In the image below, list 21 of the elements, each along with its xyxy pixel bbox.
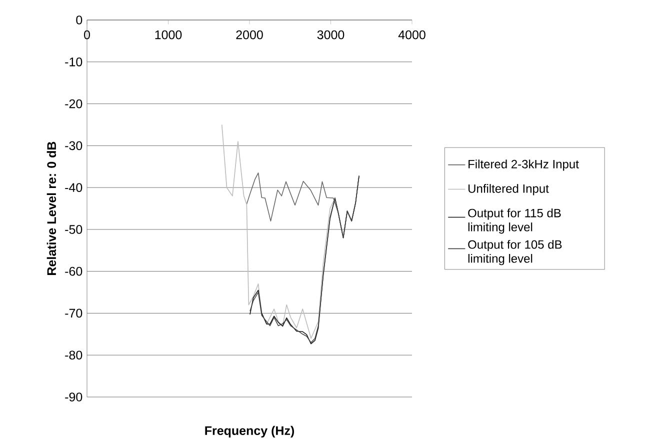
x-tick-label: 0 [84, 30, 90, 40]
x-tick-label: 4000 [398, 30, 426, 40]
y-tick-label: 0 [76, 16, 82, 24]
legend-label: Unfiltered Input [468, 184, 549, 196]
y-tick-label: -20 [65, 99, 82, 108]
legend-label: Filtered 2-3kHz Input [468, 160, 579, 171]
y-tick-label: -10 [65, 57, 82, 66]
x-tick-label: 2000 [236, 30, 263, 40]
y-tick-label: -30 [65, 141, 82, 150]
y-tick-label: -50 [65, 225, 82, 234]
y-tick-label: -80 [65, 350, 82, 360]
x-axis-title: Frequency (Hz) [205, 426, 294, 438]
y-tick-label: -40 [65, 183, 82, 192]
legend-label: Output for 105 dB limiting level [468, 240, 562, 266]
legend-label: Output for 115 dB limiting level [468, 208, 561, 234]
y-tick-label: -70 [65, 308, 82, 318]
x-tick-label: 1000 [155, 30, 182, 40]
y-tick-label: -90 [65, 392, 82, 402]
y-axis-title: Relative Level re: 0 dB [46, 142, 56, 275]
y-tick-label: -60 [65, 266, 82, 276]
x-tick-label: 3000 [317, 30, 344, 40]
